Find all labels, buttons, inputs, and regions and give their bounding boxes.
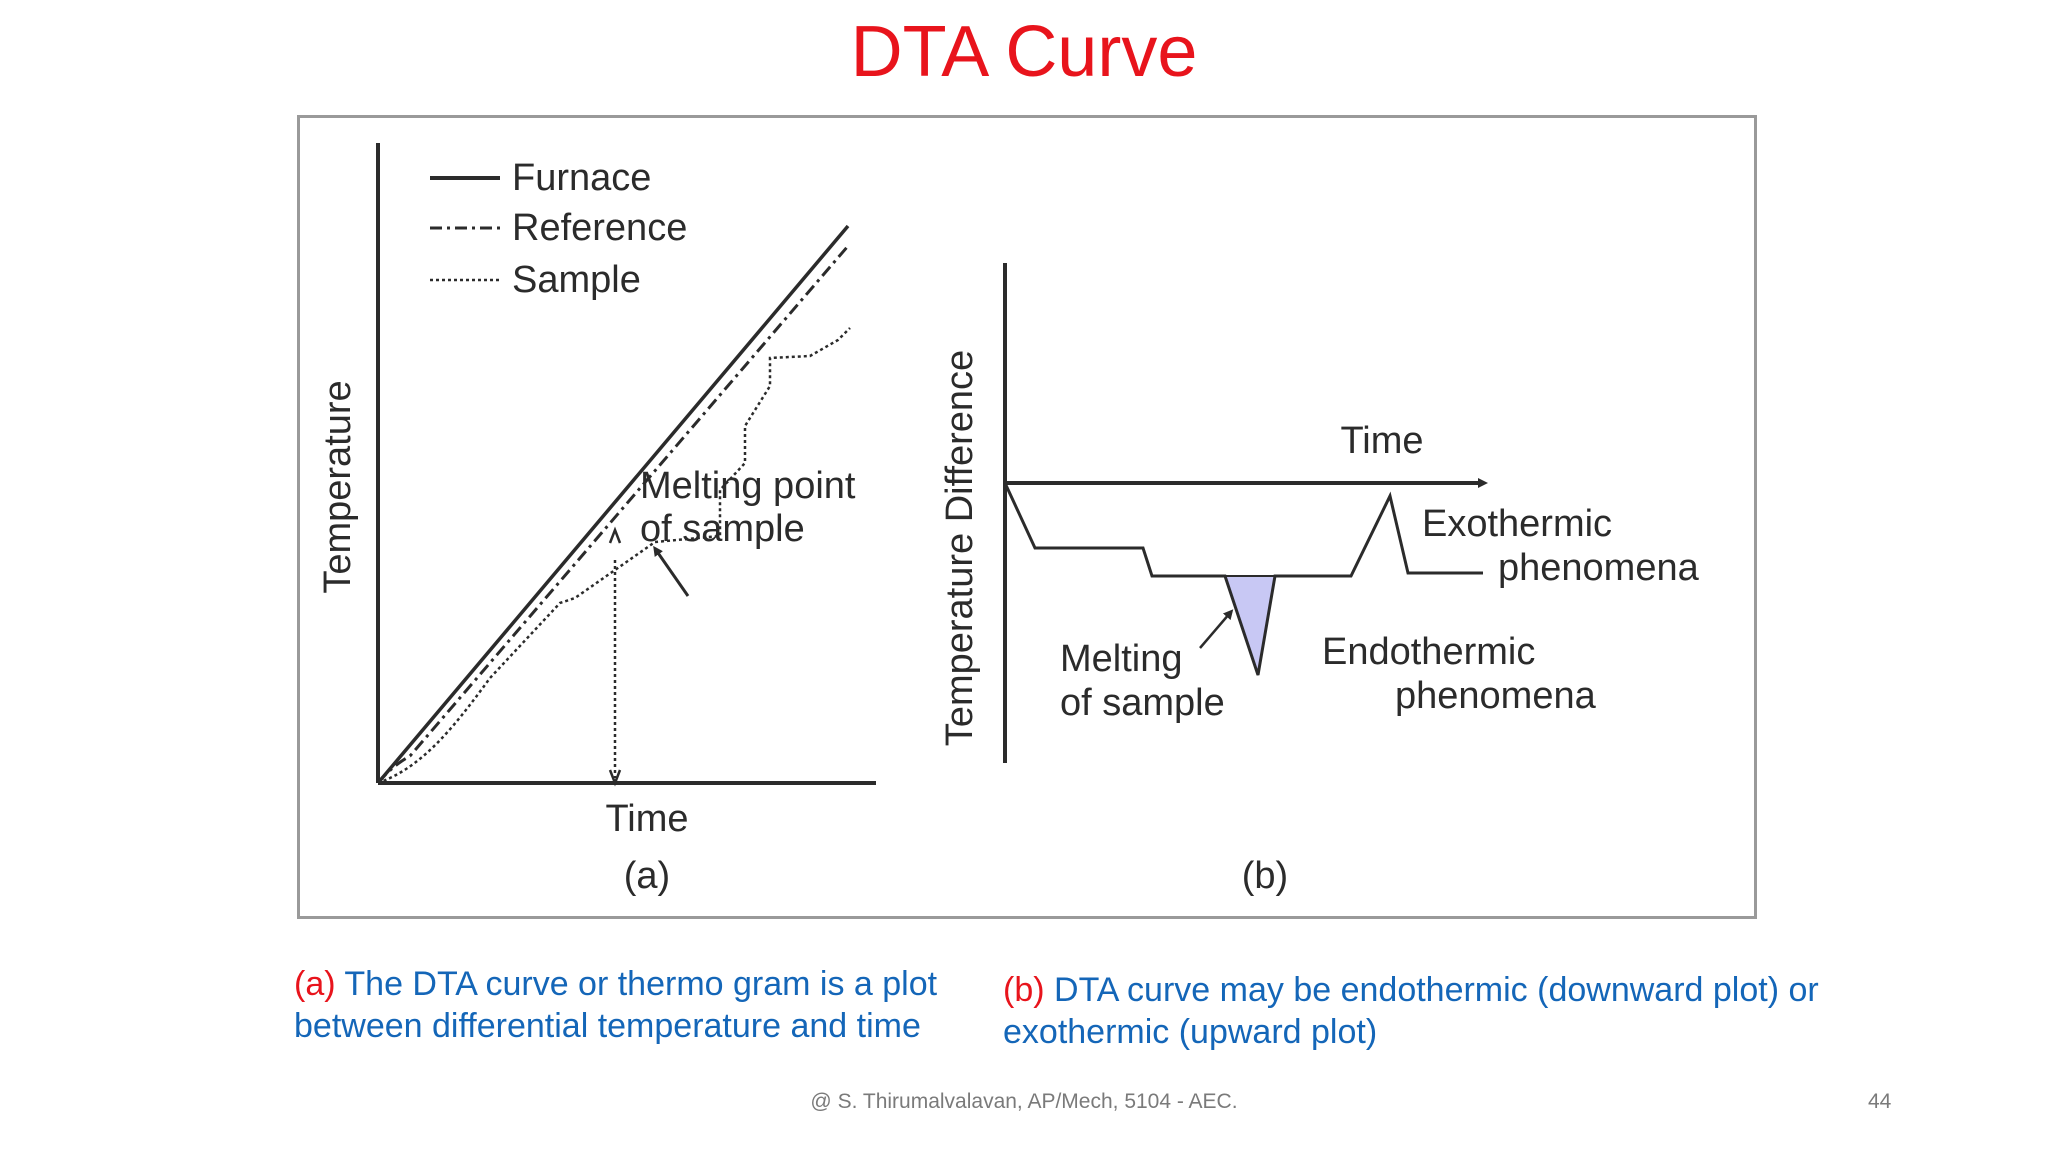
melting-leader — [1199, 609, 1234, 649]
dta-curve — [1003, 482, 1483, 676]
caption-a: (a) The DTA curve or thermo gram is a pl… — [294, 963, 994, 1047]
footer-credit: @ S. Thirumalvalavan, AP/Mech, 5104 - AE… — [810, 1090, 1238, 1113]
panel-a-label: (a) — [624, 855, 670, 897]
sample-curve — [377, 327, 851, 785]
dta-figure: Furnace Reference Sample Melting point o… — [297, 115, 1757, 919]
caption-b-tag: (b) — [1003, 971, 1045, 1009]
caption-a-tag: (a) — [294, 965, 336, 1003]
legend-sample-label: Sample — [512, 259, 641, 301]
panel-a-legend: Furnace Reference Sample — [430, 157, 687, 301]
panel-b: Time Exothermic phenomena Endothermic ph… — [939, 263, 1700, 897]
furnace-curve — [376, 224, 850, 785]
melting-point-double-arrow — [608, 526, 622, 787]
panel-a-x-label: Time — [605, 798, 688, 840]
dta-figure-svg: Furnace Reference Sample Melting point o… — [317, 143, 1700, 897]
exothermic-label-line1: Exothermic — [1422, 503, 1612, 545]
caption-b: (b) DTA curve may be endothermic (downwa… — [1003, 969, 1823, 1053]
melting-point-label-line2: of sample — [640, 508, 805, 550]
page-number: 44 — [1868, 1090, 1892, 1113]
melting-point-label-line1: Melting point — [640, 465, 856, 507]
legend-furnace-label: Furnace — [512, 157, 651, 199]
panel-b-label: (b) — [1242, 855, 1288, 897]
caption-b-text: DTA curve may be endothermic (downward p… — [1003, 971, 1819, 1051]
reference-curve — [376, 245, 850, 784]
caption-a-text: The DTA curve or thermo gram is a plot b… — [294, 965, 938, 1045]
melting-label-line1: Melting — [1060, 638, 1183, 680]
panel-a-y-label: Temperature — [317, 380, 359, 593]
panel-b-time-label: Time — [1340, 420, 1423, 462]
slide-title: DTA Curve — [850, 12, 1198, 92]
endothermic-label-line1: Endothermic — [1322, 631, 1535, 673]
melting-point-leader — [653, 545, 690, 597]
panel-b-y-label: Temperature Difference — [939, 350, 981, 746]
legend-reference-label: Reference — [512, 207, 687, 249]
melting-label-line2: of sample — [1060, 682, 1225, 724]
endothermic-label-line2: phenomena — [1395, 675, 1597, 717]
panel-a: Furnace Reference Sample Melting point o… — [317, 143, 876, 897]
exothermic-label-line2: phenomena — [1498, 547, 1700, 589]
